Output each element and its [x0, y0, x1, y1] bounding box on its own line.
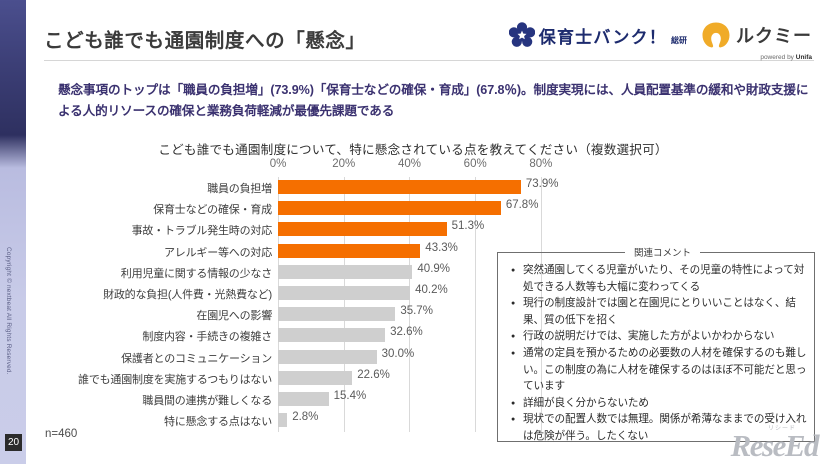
related-comments-box: 関連コメント 突然通園してくる児童がいたり、その児童の特性によって対処できる人数… — [497, 245, 815, 445]
bar — [278, 201, 501, 216]
category-label: 保護者とのコミュニケーション — [121, 352, 272, 365]
comment-item: 詳細が良く分からないため — [511, 395, 807, 412]
bar — [278, 307, 396, 322]
lookmee-logo: ルクミー powered by Unifa — [701, 21, 812, 61]
gridline — [343, 177, 345, 432]
bar-row: 51.3% — [278, 219, 582, 240]
logo-group: 保育士バンク！ 総研 ルクミー powered by Unifa — [508, 14, 812, 61]
bar-value-label: 15.4% — [333, 390, 367, 402]
category-label: 在園児への影響 — [196, 310, 272, 323]
category-label: 誰でも通園制度を実施するつもりはない — [78, 373, 272, 386]
category-label: アレルギー等への対応 — [164, 246, 272, 259]
hoikushi-bank-logo: 保育士バンク！ 総研 — [508, 22, 687, 48]
gridline — [409, 177, 411, 432]
bar-row: 32.6% — [278, 325, 582, 346]
gridline — [278, 177, 279, 432]
comment-item: 現行の制度設計では園と在園児にとりいいことはなく、結果、質の低下を招く — [511, 295, 807, 328]
bar-value-label: 73.9% — [525, 178, 559, 190]
category-label: 事故・トラブル発生時の対応 — [131, 225, 273, 238]
bar-row: 22.6% — [278, 368, 582, 389]
bar — [278, 222, 447, 237]
category-label: 財政的な負担(人件費・光熱費など) — [103, 289, 272, 301]
chart-title: こども誰でも通園制度について、特に懸念されている点を教えてください（複数選択可） — [158, 143, 668, 157]
x-axis-tick-label: 80% — [529, 158, 553, 170]
comment-box-border-left — [497, 252, 498, 442]
bar-row: 73.9% — [278, 177, 582, 198]
bar-value-label: 22.6% — [357, 368, 390, 381]
category-label: 保育士などの確保・育成 — [153, 204, 272, 217]
bar — [278, 413, 288, 428]
bar-value-label: 2.8% — [292, 411, 319, 424]
bar — [278, 370, 353, 385]
bar-row: 43.3% — [278, 241, 582, 262]
bar — [278, 243, 421, 258]
bar-row: 35.7% — [278, 304, 582, 325]
hoikushi-bank-wordmark: 保育士バンク！ — [538, 27, 667, 47]
bar — [278, 286, 411, 300]
bar-row: 40.9% — [278, 262, 582, 283]
bar — [278, 349, 377, 364]
bar-chart: 0% 20% 40% 60% 80% 職員の負担増保育士などの確保・育成事故・トラブル発… — [36, 158, 616, 443]
bar-value-label: 40.9% — [417, 262, 451, 275]
bar — [278, 392, 329, 406]
bar-row: 15.4% — [278, 389, 582, 410]
gridline — [475, 177, 477, 432]
bar-row: 40.2% — [278, 283, 582, 304]
category-label: 制度内容・手続きの複雑さ — [142, 331, 272, 344]
lookmee-mark-icon — [701, 21, 731, 49]
bar-value-label: 51.3% — [451, 220, 485, 233]
reseed-wordmark: ReseEd — [730, 428, 820, 463]
sample-size-label: n=460 — [45, 428, 78, 440]
category-label: 職員の負担増 — [207, 183, 272, 195]
category-label: 特に懸念する点はない — [164, 416, 272, 429]
reseed-watermark: リシード ReseEd — [688, 422, 820, 463]
x-axis-ticks: 0% 20% 40% 60% 80% — [36, 158, 616, 176]
x-axis-tick-label: 0% — [269, 158, 287, 170]
comment-item: 通常の定員を預かるための必要数の人材を確保するのも難しい。この制度の為に人材を確… — [511, 345, 807, 395]
comment-box-border-top-right — [700, 252, 815, 253]
bar-value-label: 40.2% — [415, 284, 448, 296]
bar-value-label: 32.6% — [390, 326, 423, 339]
category-labels: 職員の負担増保育士などの確保・育成事故・トラブル発生時の対応アレルギー等への対応… — [36, 177, 272, 432]
bar — [278, 180, 521, 194]
plot-area: 73.9% 67.8% 51.3% 43.3% 40.9% 40.2% 35.7% 32.6%… — [278, 177, 582, 432]
hoikushi-bank-sublabel: 総研 — [671, 36, 687, 45]
comment-item: 現状での配置人数では無理。関係が希薄なままでの受け入れは危険が伴う。したくない — [511, 411, 807, 444]
x-axis-tick-label: 20% — [332, 158, 356, 170]
page-title: こども誰でも通園制度への「懸念」 — [44, 30, 366, 52]
bar-row: 67.8% — [278, 198, 582, 219]
copyright-text: Copyright © nextbeat All Rights Reserved… — [5, 247, 12, 375]
header-divider — [44, 60, 814, 61]
bar-value-label: 35.7% — [400, 305, 433, 318]
comment-item: 突然通園してくる児童がいたり、その児童の特性によって対処できる人数等も大幅に変わ… — [511, 262, 807, 295]
left-accent-bar — [0, 0, 26, 464]
flower-icon — [508, 22, 535, 48]
bar-row: 30.0% — [278, 347, 582, 368]
comment-item: 行政の説明だけでは、実施した方がよいかわからない — [511, 328, 807, 345]
category-label: 利用児童に関する情報の少なさ — [120, 267, 272, 280]
bar — [278, 328, 386, 343]
bar-value-label: 30.0% — [381, 347, 415, 360]
bar — [278, 264, 413, 279]
comment-box-border-top-left — [497, 252, 625, 253]
comment-box-title: 関連コメント — [625, 245, 700, 259]
category-label: 職員間の連携が難しくなる — [142, 395, 272, 407]
reseed-ruby-text: リシード — [767, 426, 796, 432]
x-axis-tick-label: 60% — [463, 158, 487, 170]
comment-list: 突然通園してくる児童がいたり、その児童の特性によって対処できる人数等も大幅に変わ… — [509, 262, 807, 445]
lead-summary-text: 懸念事項のトップは「職員の負担増」(73.9%)「保育士などの確保・育成」(67… — [58, 83, 809, 118]
x-axis-tick-label: 40% — [397, 158, 421, 170]
bar-row: 2.8% — [278, 410, 582, 431]
comment-box-border-right — [814, 252, 815, 442]
lookmee-powered-by: powered by Unifa — [760, 54, 812, 61]
lookmee-wordmark: ルクミー — [736, 26, 812, 46]
page-number-badge: 20 — [5, 434, 22, 451]
bar-value-label: 43.3% — [425, 241, 458, 254]
bar-value-label: 67.8% — [505, 199, 539, 212]
